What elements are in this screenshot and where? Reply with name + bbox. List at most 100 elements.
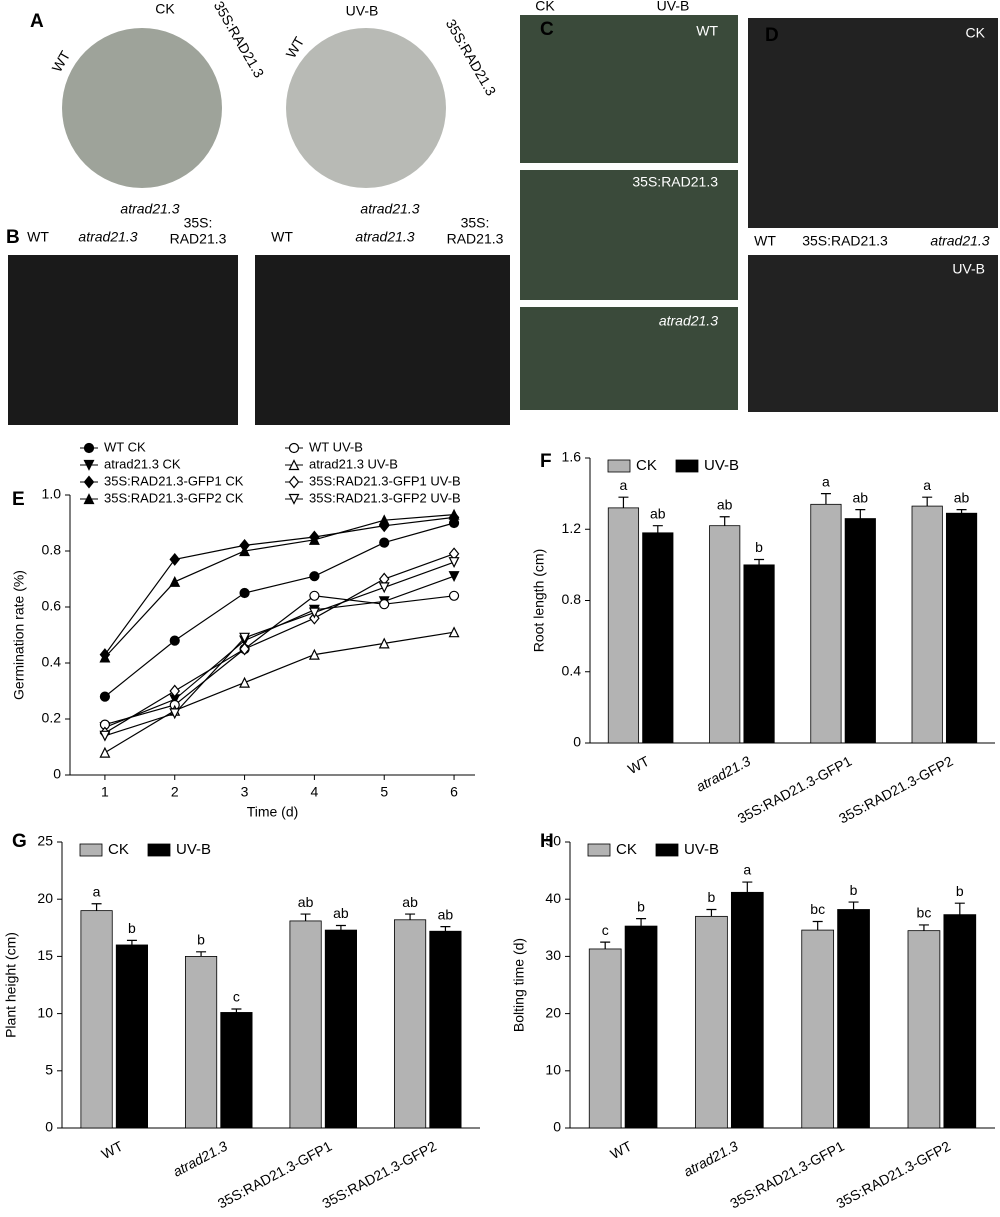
legend-label: 35S:RAD21.3-GFP2 UV-B — [309, 490, 461, 505]
panel-label: F — [540, 451, 552, 472]
bar — [730, 891, 764, 1129]
line — [104, 553, 455, 734]
x-tick-label: 4 — [310, 784, 318, 800]
x-tick-label: atrad21.3 — [681, 1138, 741, 1180]
error-bar — [754, 558, 765, 565]
photo-caption: UV-B — [346, 3, 379, 19]
photo-caption: UV-B — [657, 0, 690, 14]
marker — [169, 684, 181, 698]
photo-caption: WT — [283, 34, 308, 61]
photo-caption: 35S: — [461, 215, 490, 231]
photo — [62, 28, 222, 188]
y-axis-title: Germination rate (%) — [11, 570, 27, 700]
x-tick-label: WT — [608, 1138, 635, 1163]
error-bar — [719, 516, 730, 526]
marker — [308, 607, 320, 619]
marker — [169, 708, 181, 720]
y-tick-label: 0 — [45, 1119, 53, 1135]
marker — [239, 587, 250, 599]
y-tick-label: 0.4 — [562, 662, 582, 678]
y-tick-label: 0.2 — [42, 710, 62, 726]
panel-label: H — [540, 831, 554, 852]
bar — [624, 925, 658, 1129]
legend-label: atrad21.3 UV-B — [309, 456, 398, 471]
error-bar — [231, 1008, 242, 1013]
error-bar — [440, 926, 451, 932]
panel-label: A — [30, 11, 44, 32]
significance-label: ab — [298, 894, 314, 910]
photo-caption: 35S: — [184, 215, 213, 231]
marker — [379, 537, 390, 548]
y-tick-label: 0 — [553, 1119, 561, 1135]
photo — [520, 15, 738, 163]
legend-label: CK — [616, 841, 637, 858]
significance-label: ab — [402, 894, 418, 910]
legend-label: UV-B — [704, 457, 739, 474]
error-bar — [956, 509, 967, 514]
marker — [308, 648, 320, 660]
legend-marker — [288, 475, 300, 489]
significance-label: bc — [917, 905, 932, 921]
marker — [239, 642, 250, 656]
line — [104, 516, 455, 655]
line — [104, 514, 455, 658]
x-tick-label: 1 — [101, 784, 109, 800]
legend-marker — [83, 459, 95, 471]
y-tick-label: 50 — [545, 833, 561, 849]
photo-caption: WT — [754, 233, 776, 249]
y-tick-label: 10 — [545, 1062, 561, 1078]
panel-label: G — [12, 831, 27, 852]
bar — [837, 909, 870, 1129]
x-tick-label: atrad21.3 — [693, 753, 753, 795]
photo-caption: atrad21.3 — [78, 229, 137, 245]
line — [104, 631, 455, 754]
significance-label: c — [602, 922, 609, 938]
y-tick-label: 1.2 — [562, 520, 582, 536]
x-tick-label: 35S:RAD21.3-GFP2 — [834, 1138, 954, 1212]
legend-label: 35S:RAD21.3-GFP2 CK — [104, 490, 244, 505]
photo — [748, 255, 998, 412]
x-tick-label: 35S:RAD21.3-GFP1 — [735, 753, 855, 827]
significance-label: a — [923, 477, 931, 493]
bar — [844, 518, 876, 744]
significance-label: b — [128, 920, 136, 936]
bar — [709, 525, 741, 744]
marker — [169, 552, 181, 566]
legend-marker — [288, 442, 300, 454]
error-bar — [855, 509, 866, 519]
legend-label: CK — [108, 841, 129, 858]
photo-caption: RAD21.3 — [170, 231, 227, 247]
y-tick-label: 0 — [53, 766, 61, 782]
legend-label: UV-B — [684, 841, 719, 858]
marker — [448, 571, 460, 583]
legend-swatch — [147, 843, 171, 857]
bar — [429, 930, 462, 1129]
y-tick-label: 5 — [45, 1062, 53, 1078]
marker — [448, 508, 460, 520]
significance-label: ab — [333, 905, 349, 921]
legend-marker — [83, 475, 95, 489]
photo-caption: 35S:RAD21.3 — [211, 0, 268, 81]
panel-label: C — [540, 19, 554, 40]
marker — [99, 691, 111, 702]
error-bar — [922, 496, 933, 507]
bar — [289, 920, 322, 1129]
y-tick-label: 0 — [573, 734, 581, 750]
x-tick-label: 2 — [171, 784, 179, 800]
photo-caption: WT — [271, 229, 293, 245]
bar — [695, 915, 728, 1129]
y-tick-label: 0.6 — [42, 598, 62, 614]
line — [104, 595, 455, 726]
photo-caption: atrad21.3 — [659, 313, 718, 329]
significance-label: b — [850, 882, 858, 898]
photo-caption: atrad21.3 — [355, 229, 414, 245]
photo-caption: UV-B — [952, 261, 985, 277]
photo-caption: CK — [966, 25, 986, 41]
bar — [943, 914, 977, 1129]
legend-label: WT UV-B — [309, 439, 363, 454]
x-axis-title: Time (d) — [247, 804, 299, 820]
marker — [448, 590, 460, 601]
y-tick-label: 40 — [545, 890, 561, 906]
y-axis-title: Root length (cm) — [531, 549, 547, 652]
